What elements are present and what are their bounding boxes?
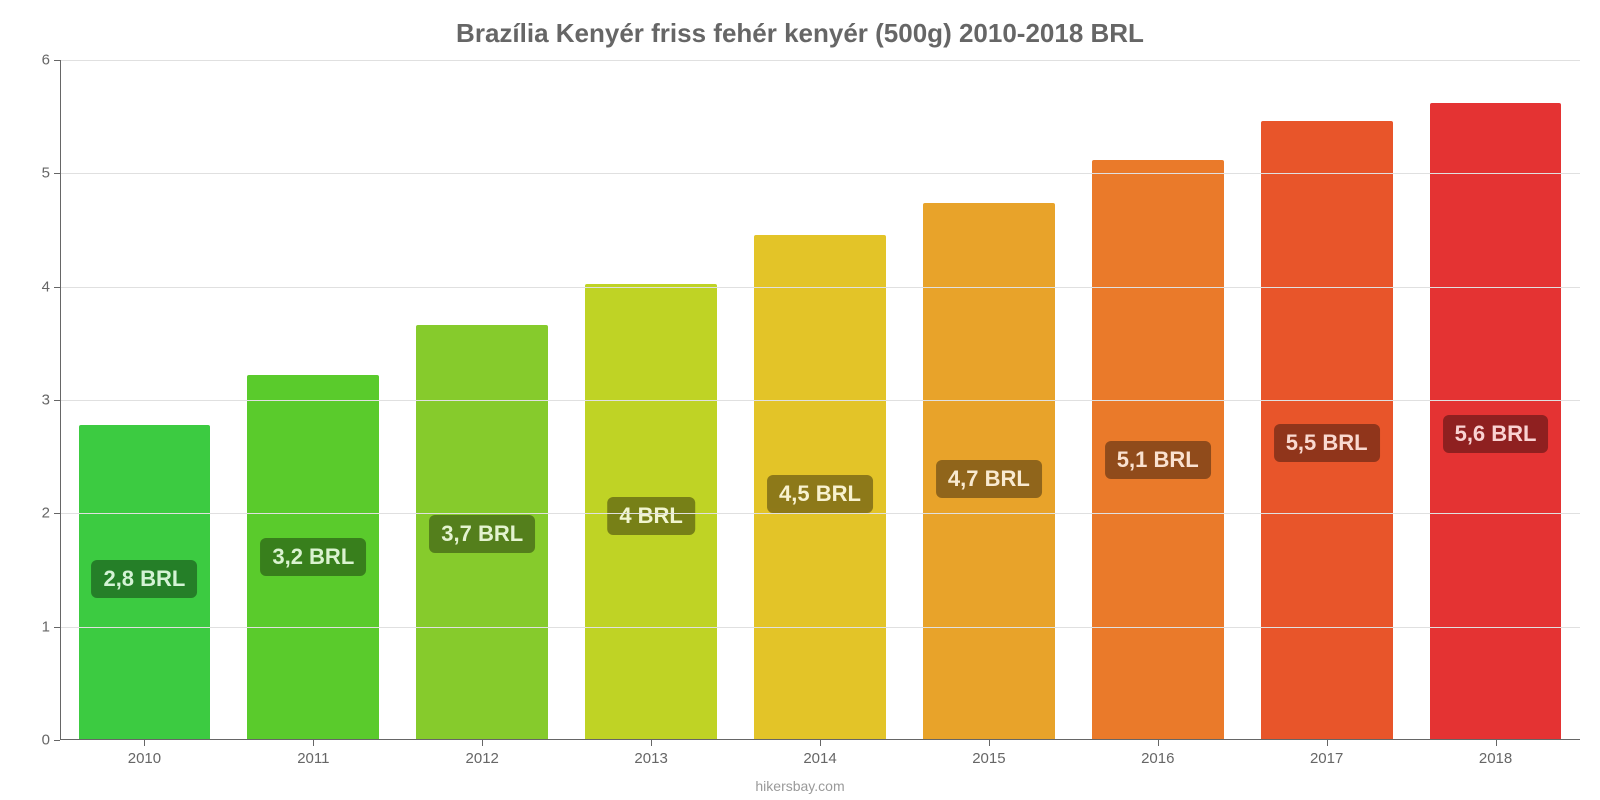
x-tick-label: 2014 bbox=[803, 740, 836, 767]
chart-container: Brazília Kenyér friss fehér kenyér (500g… bbox=[0, 0, 1600, 800]
bar-value-label: 4,5 BRL bbox=[767, 475, 873, 513]
gridline bbox=[60, 287, 1580, 288]
gridline bbox=[60, 60, 1580, 61]
bar-value-label: 5,5 BRL bbox=[1274, 424, 1380, 462]
x-tick-label: 2010 bbox=[128, 740, 161, 767]
y-tick-mark bbox=[54, 740, 60, 741]
gridline bbox=[60, 173, 1580, 174]
chart-title: Brazília Kenyér friss fehér kenyér (500g… bbox=[0, 18, 1600, 49]
gridline bbox=[60, 400, 1580, 401]
bar-value-label: 3,7 BRL bbox=[429, 515, 535, 553]
bar-value-label: 5,1 BRL bbox=[1105, 441, 1211, 479]
bar: 4,7 BRL bbox=[923, 203, 1055, 740]
plot-area: 2,8 BRL 3,2 BRL 3,7 BRL 4 BRL 4,5 BRL 4,7 BRL… bbox=[60, 60, 1580, 740]
bar: 3,2 BRL bbox=[247, 375, 379, 740]
gridline bbox=[60, 627, 1580, 628]
bar: 3,7 BRL bbox=[416, 325, 548, 740]
bar: 2,8 BRL bbox=[79, 425, 211, 740]
bar: 5,6 BRL bbox=[1430, 103, 1562, 740]
x-tick-label: 2018 bbox=[1479, 740, 1512, 767]
x-tick-label: 2011 bbox=[297, 740, 329, 767]
x-tick-label: 2017 bbox=[1310, 740, 1343, 767]
x-tick-label: 2015 bbox=[972, 740, 1005, 767]
x-tick-label: 2013 bbox=[634, 740, 667, 767]
x-tick-label: 2012 bbox=[466, 740, 499, 767]
bar: 4 BRL bbox=[585, 284, 717, 740]
bar-value-label: 5,6 BRL bbox=[1443, 415, 1549, 453]
bar: 5,1 BRL bbox=[1092, 160, 1224, 740]
bar-value-label: 3,2 BRL bbox=[260, 538, 366, 576]
bar-value-label: 4,7 BRL bbox=[936, 460, 1042, 498]
bar: 5,5 BRL bbox=[1261, 121, 1393, 740]
bar-value-label: 2,8 BRL bbox=[91, 560, 197, 598]
y-axis bbox=[60, 60, 61, 740]
bar: 4,5 BRL bbox=[754, 235, 886, 740]
bar-value-label: 4 BRL bbox=[607, 497, 695, 535]
attribution: hikersbay.com bbox=[0, 778, 1600, 794]
x-tick-label: 2016 bbox=[1141, 740, 1174, 767]
gridline bbox=[60, 513, 1580, 514]
